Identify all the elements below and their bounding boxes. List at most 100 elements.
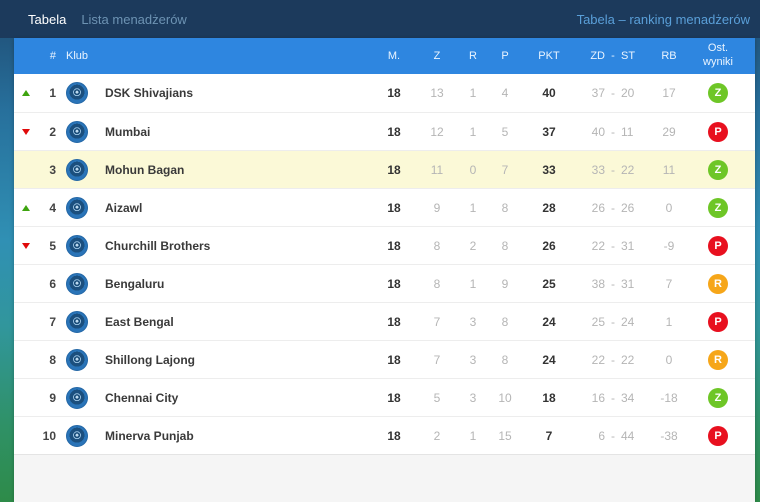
wins-value: 2 bbox=[433, 428, 441, 443]
goal-diff-value: 11 bbox=[662, 162, 676, 177]
last-result-badge[interactable]: Z bbox=[708, 83, 728, 103]
last-result-badge[interactable]: Z bbox=[708, 197, 728, 218]
table-row[interactable]: 6 Bengaluru 18 8 1 9 25 38 - 31 7 R bbox=[14, 264, 755, 302]
losses-value: 4 bbox=[501, 86, 509, 100]
matches-value: 18 bbox=[387, 428, 401, 443]
losses-value: 7 bbox=[501, 162, 509, 177]
wins-value: 9 bbox=[433, 200, 441, 215]
goals-for-value: 33 bbox=[591, 162, 605, 177]
table-footer bbox=[14, 454, 755, 502]
position-label: 7 bbox=[49, 314, 56, 329]
position-label: 10 bbox=[42, 428, 56, 443]
club-logo-icon bbox=[66, 272, 88, 295]
matches-value: 18 bbox=[387, 276, 401, 291]
club-name: Chennai City bbox=[105, 390, 179, 405]
goal-diff-value: 7 bbox=[665, 276, 673, 291]
col-points-label: PKT bbox=[538, 50, 560, 62]
trend-icon bbox=[22, 128, 38, 135]
goals-against-value: 44 bbox=[621, 428, 635, 443]
goals-for-value: 38 bbox=[591, 276, 605, 291]
table-row[interactable]: 2 Mumbai 18 12 1 5 37 40 - 11 29 P bbox=[14, 112, 755, 150]
goals-separator: - bbox=[611, 352, 615, 367]
matches-value: 18 bbox=[387, 390, 401, 405]
link-tabela-ranking-menadzerow[interactable]: Tabela – ranking menadżerów bbox=[576, 11, 750, 27]
losses-value: 5 bbox=[501, 124, 509, 139]
last-result-badge[interactable]: R bbox=[708, 273, 728, 294]
table-header: # Klub M. Z R P PKT ZD - ST RB Ost. wyni… bbox=[14, 38, 755, 74]
matches-value: 18 bbox=[387, 352, 401, 367]
last-result-cell: Z bbox=[691, 387, 745, 408]
last-result-badge[interactable]: P bbox=[708, 121, 728, 142]
table-row[interactable]: 4 Aizawl 18 9 1 8 28 26 - 26 0 Z bbox=[14, 188, 755, 226]
wins-value: 7 bbox=[433, 314, 441, 329]
table-row[interactable]: 5 Churchill Brothers 18 8 2 8 26 22 - 31… bbox=[14, 226, 755, 264]
wins-value: 8 bbox=[433, 276, 441, 291]
goals-against-value: 31 bbox=[621, 276, 635, 291]
goals-against-value: 11 bbox=[621, 124, 634, 139]
draws-value: 1 bbox=[469, 86, 477, 100]
goals-against-value: 24 bbox=[621, 314, 635, 329]
last-result-badge[interactable]: P bbox=[708, 235, 728, 256]
position-label: 9 bbox=[49, 390, 56, 405]
last-result-badge[interactable]: P bbox=[708, 311, 728, 332]
table-row[interactable]: 3 Mohun Bagan 18 11 0 7 33 33 - 22 11 Z bbox=[14, 150, 755, 188]
wins-value: 13 bbox=[430, 86, 444, 100]
col-club-label: Klub bbox=[66, 50, 89, 62]
table-row[interactable]: 7 East Bengal 18 7 3 8 24 25 - 24 1 P bbox=[14, 302, 755, 340]
goals-separator: - bbox=[611, 314, 615, 329]
table-row[interactable]: 9 Chennai City 18 5 3 10 18 16 - 34 -18 … bbox=[14, 378, 755, 416]
club-name: Minerva Punjab bbox=[105, 428, 194, 443]
wins-value: 12 bbox=[430, 124, 444, 139]
goals-against-value: 31 bbox=[621, 238, 635, 253]
col-last-results-label: Ost. wyniki bbox=[703, 42, 733, 68]
draws-value: 3 bbox=[469, 314, 477, 329]
table-row[interactable]: 8 Shillong Lajong 18 7 3 8 24 22 - 22 0 … bbox=[14, 340, 755, 378]
wins-value: 7 bbox=[433, 352, 441, 367]
goals-separator: - bbox=[611, 390, 615, 405]
last-result-cell: P bbox=[691, 311, 745, 332]
goal-diff-value: -18 bbox=[660, 390, 678, 405]
goal-diff-value: -9 bbox=[663, 238, 675, 253]
trend-icon bbox=[22, 90, 38, 96]
table-row[interactable]: 10 Minerva Punjab 18 2 1 15 7 6 - 44 -38… bbox=[14, 416, 755, 454]
draws-value: 3 bbox=[469, 390, 477, 405]
wins-value: 11 bbox=[430, 162, 444, 177]
goals-separator: - bbox=[611, 86, 615, 100]
draws-value: 1 bbox=[469, 124, 477, 139]
last-result-badge[interactable]: Z bbox=[708, 387, 728, 408]
club-logo-icon bbox=[66, 348, 88, 371]
last-result-badge[interactable]: Z bbox=[708, 159, 728, 180]
table-row[interactable]: 1 DSK Shivajians 18 13 1 4 40 37 - 20 17… bbox=[14, 74, 755, 112]
last-result-badge[interactable]: P bbox=[708, 425, 728, 446]
matches-value: 18 bbox=[387, 86, 401, 100]
col-goal-diff-label: RB bbox=[661, 50, 677, 62]
points-value: 28 bbox=[542, 200, 556, 215]
points-value: 18 bbox=[542, 390, 556, 405]
goal-diff-value: 1 bbox=[665, 314, 673, 329]
tab-tabela[interactable]: Tabela bbox=[28, 11, 67, 27]
goals-for-value: 40 bbox=[591, 124, 605, 139]
goals-separator: - bbox=[611, 428, 615, 443]
position-label: 5 bbox=[49, 238, 56, 253]
last-result-cell: R bbox=[691, 273, 745, 294]
goal-diff-value: 0 bbox=[665, 200, 673, 215]
goals-for-value: 6 bbox=[598, 428, 605, 443]
col-position-label: # bbox=[49, 50, 56, 62]
draws-value: 2 bbox=[469, 238, 477, 253]
tab-lista-menadzerow[interactable]: Lista menadżerów bbox=[81, 11, 187, 27]
points-value: 24 bbox=[542, 352, 556, 367]
club-name: Mohun Bagan bbox=[105, 162, 185, 177]
draws-value: 3 bbox=[469, 352, 477, 367]
matches-value: 18 bbox=[387, 124, 401, 139]
losses-value: 8 bbox=[501, 200, 509, 215]
goals-against-value: 22 bbox=[621, 352, 635, 367]
last-result-badge[interactable]: R bbox=[708, 349, 728, 370]
draws-value: 1 bbox=[469, 276, 477, 291]
position-label: 8 bbox=[49, 352, 56, 367]
col-matches-label: M. bbox=[387, 50, 401, 62]
draws-value: 1 bbox=[469, 428, 477, 443]
matches-value: 18 bbox=[387, 162, 401, 177]
col-wins-label: Z bbox=[433, 50, 441, 62]
points-value: 37 bbox=[542, 124, 556, 139]
club-name: Churchill Brothers bbox=[105, 238, 211, 253]
